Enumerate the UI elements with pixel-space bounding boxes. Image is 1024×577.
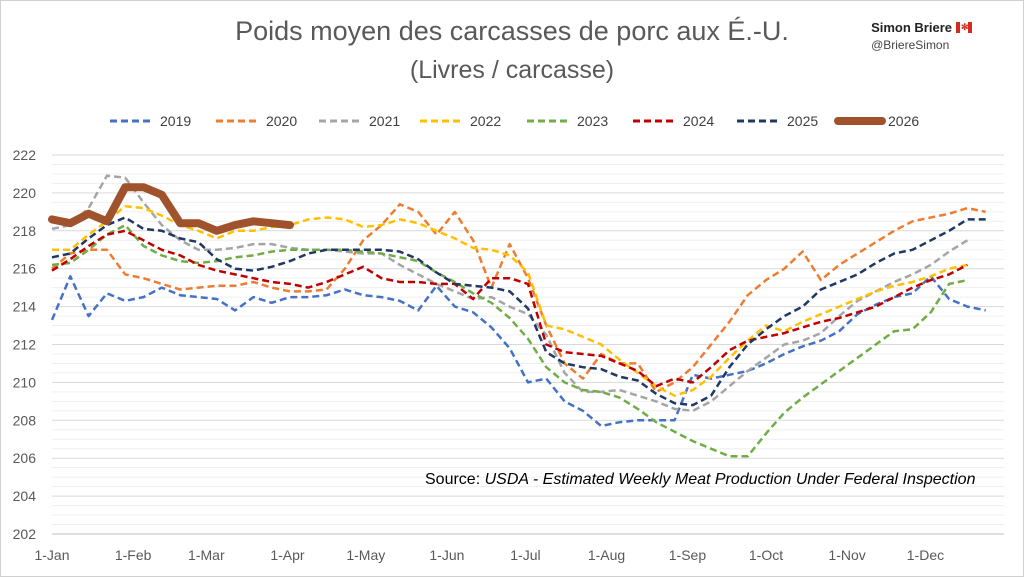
x-tick-label: 1-Aug	[588, 547, 625, 563]
x-tick-label: 1-Nov	[828, 547, 865, 563]
x-tick-label: 1-Jun	[429, 547, 464, 563]
legend-label-2021: 2021	[369, 113, 400, 129]
y-tick-label: 222	[13, 147, 37, 163]
flag-left-band	[956, 22, 960, 33]
series-line-2025	[51, 216, 986, 407]
x-tick-label: 1-Jan	[34, 547, 69, 563]
series-line-2019	[50, 275, 986, 428]
legend-label-2023: 2023	[577, 113, 608, 129]
author-block: Simon Briere ✻ @BriereSimon	[871, 20, 972, 52]
series-line-2022	[52, 204, 968, 397]
y-tick-label: 206	[13, 450, 37, 466]
x-tick-label: 1-Mar	[188, 547, 225, 563]
x-axis-ticks: 1-Jan 1-Feb 1-Mar 1-Apr 1-May 1-Jun 1-Jul 1-Aug…	[34, 547, 944, 563]
y-tick-label: 218	[13, 223, 37, 239]
x-tick-label: 1-May	[346, 547, 385, 563]
y-tick-label: 202	[13, 526, 37, 542]
series-lines	[48, 174, 986, 458]
legend: 2019 2020 2021 2022 2023 2024 2025 2026	[110, 113, 919, 129]
series-line-2020	[51, 203, 986, 394]
y-tick-label: 212	[13, 337, 37, 353]
series-line-2021	[51, 174, 969, 413]
series-line-2026	[48, 183, 294, 235]
y-tick-label: 208	[13, 412, 37, 428]
y-tick-label: 210	[13, 374, 37, 390]
x-tick-label: 1-Sep	[669, 547, 707, 563]
author-name: Simon Briere	[871, 20, 952, 35]
canada-flag-icon: ✻	[956, 22, 972, 33]
series-line-2023	[51, 223, 968, 458]
author-name-row: Simon Briere ✻	[871, 20, 972, 35]
chart-title: Poids moyen des carcasses de porc aux É.…	[235, 16, 789, 46]
legend-label-2025: 2025	[787, 113, 818, 129]
chart-subtitle: (Livres / carcasse)	[409, 56, 615, 84]
author-handle: @BriereSimon	[871, 38, 950, 52]
legend-label-2022: 2022	[470, 113, 501, 129]
x-tick-label: 1-Jul	[510, 547, 540, 563]
legend-label-2026: 2026	[888, 113, 919, 129]
flag-right-band	[968, 22, 972, 33]
maple-leaf-icon: ✻	[961, 22, 969, 32]
x-tick-label: 1-Apr	[270, 547, 305, 563]
source-prefix: Source:	[425, 471, 485, 488]
y-tick-label: 220	[13, 185, 37, 201]
x-tick-label: 1-Oct	[749, 547, 783, 563]
source-text: USDA - Estimated Weekly Meat Production …	[484, 471, 976, 488]
y-axis-ticks: 202 204 206 208 210 212 214 216 218 220 222	[13, 147, 37, 542]
x-tick-label: 1-Dec	[907, 547, 944, 563]
y-tick-label: 214	[13, 299, 37, 315]
series-line-2024	[51, 229, 968, 388]
legend-label-2020: 2020	[266, 113, 297, 129]
legend-label-2019: 2019	[160, 113, 191, 129]
y-tick-label: 204	[13, 488, 37, 504]
legend-label-2024: 2024	[683, 113, 714, 129]
grid-lines	[52, 154, 1004, 535]
x-tick-label: 1-Feb	[115, 547, 152, 563]
source-note: Source: USDA - Estimated Weekly Meat Pro…	[425, 471, 975, 489]
y-tick-label: 216	[13, 261, 37, 277]
